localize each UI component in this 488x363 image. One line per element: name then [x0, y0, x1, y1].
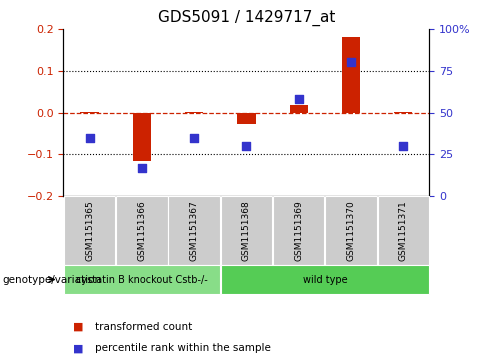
Text: percentile rank within the sample: percentile rank within the sample	[95, 343, 271, 354]
Text: cystatin B knockout Cstb-/-: cystatin B knockout Cstb-/-	[76, 274, 208, 285]
Bar	[81, 112, 99, 113]
Point	[190, 135, 198, 140]
Text: wild type: wild type	[303, 274, 347, 285]
Text: GSM1151368: GSM1151368	[242, 200, 251, 261]
Text: GSM1151367: GSM1151367	[190, 200, 199, 261]
Point	[243, 143, 250, 149]
Bar	[289, 105, 308, 113]
Text: GSM1151369: GSM1151369	[294, 200, 303, 261]
Point	[347, 60, 355, 65]
Text: ■: ■	[73, 343, 84, 354]
Text: transformed count: transformed count	[95, 322, 192, 332]
Point	[86, 135, 94, 140]
Text: ■: ■	[73, 322, 84, 332]
Point	[295, 96, 303, 102]
Text: genotype/variation: genotype/variation	[2, 274, 102, 285]
Bar	[237, 113, 256, 124]
Bar	[133, 113, 151, 160]
Text: GSM1151366: GSM1151366	[137, 200, 146, 261]
Text: GSM1151370: GSM1151370	[346, 200, 356, 261]
Text: GSM1151371: GSM1151371	[399, 200, 408, 261]
Title: GDS5091 / 1429717_at: GDS5091 / 1429717_at	[158, 10, 335, 26]
Bar	[185, 112, 203, 113]
Point	[138, 165, 146, 171]
Bar	[342, 37, 360, 113]
Point	[399, 143, 407, 149]
Text: GSM1151365: GSM1151365	[85, 200, 94, 261]
Bar	[394, 112, 412, 113]
